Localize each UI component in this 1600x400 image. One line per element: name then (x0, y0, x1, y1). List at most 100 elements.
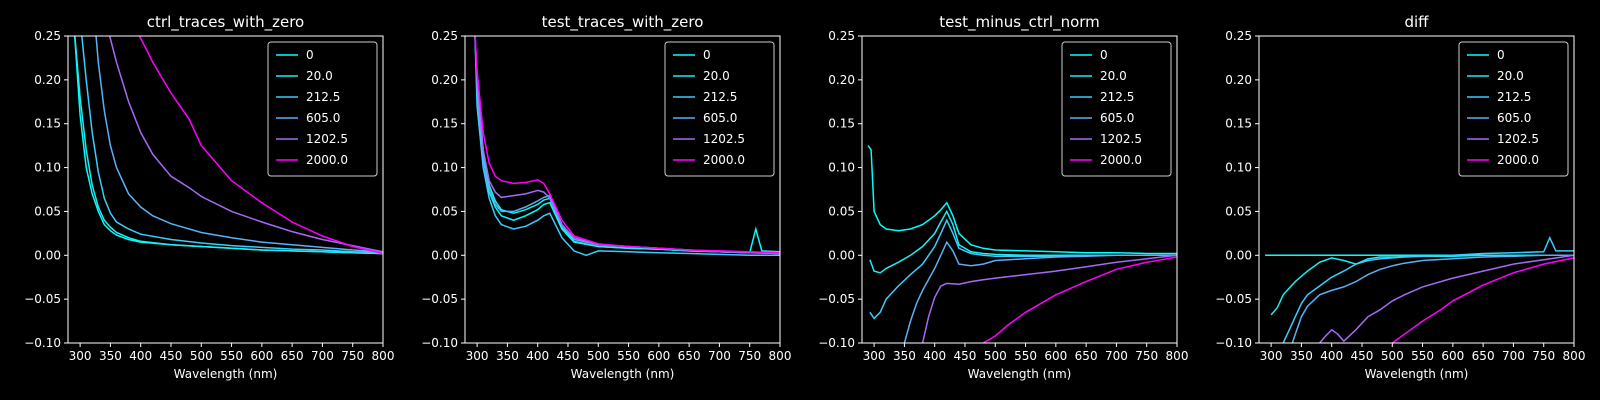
y-tick-label: 0.15 (1225, 117, 1252, 131)
x-tick-label: 750 (1532, 349, 1555, 363)
series-line-20.0 (1270, 254, 1574, 316)
legend-label-605.0: 605.0 (1497, 111, 1531, 125)
legend-label-605.0: 605.0 (703, 111, 737, 125)
y-tick-label: 0.05 (1225, 204, 1252, 218)
x-tick-label: 800 (1563, 349, 1586, 363)
x-tick-label: 400 (526, 349, 549, 363)
series-line-20.0 (74, 36, 383, 255)
y-tick-label: 0.15 (431, 117, 458, 131)
legend: 0 20.0 212.5 605.0 1202.5 2000.0 (664, 41, 775, 177)
x-axis-label: Wavelength (nm) (1365, 367, 1469, 381)
x-tick-label: 600 (250, 349, 273, 363)
y-tick-label: −0.10 (421, 336, 458, 350)
series-line-605.0 (903, 240, 1177, 343)
y-tick-label: 0.20 (1225, 73, 1252, 87)
legend-label-1202.5: 1202.5 (1100, 132, 1142, 146)
x-tick-label: 300 (69, 349, 92, 363)
legend-label-20.0: 20.0 (1100, 69, 1127, 83)
y-tick-label: 0.00 (431, 248, 458, 262)
x-tick-label: 450 (160, 349, 183, 363)
chart-title: test_minus_ctrl_norm (939, 13, 1100, 32)
series-lines (474, 36, 780, 257)
chart-panel-4: diff 300 350 400 450 500 550 600 650 700 750 800 −0.… (1215, 13, 1585, 381)
axes-frame (861, 35, 1178, 344)
x-tick-label: 800 (769, 349, 792, 363)
legend: 0 20.0 212.5 605.0 1202.5 2000.0 (1458, 41, 1569, 177)
chart-title: test_traces_with_zero (542, 13, 704, 32)
axes-frame (464, 35, 781, 344)
legend-label-605.0: 605.0 (306, 111, 340, 125)
legend-label-1202.5: 1202.5 (1497, 132, 1539, 146)
x-tick-label: 650 (1075, 349, 1098, 363)
series-lines (867, 145, 1177, 343)
legend-label-20.0: 20.0 (306, 69, 333, 83)
series-line-212.5 (474, 36, 780, 257)
y-tick-label: 0.05 (431, 204, 458, 218)
axes-frame (1258, 35, 1575, 344)
series-line-2000.0 (1391, 257, 1574, 343)
y-tick-label: −0.10 (1215, 336, 1252, 350)
y-tick-label: −0.05 (1215, 292, 1252, 306)
series-line-20.0 (474, 36, 780, 254)
legend: 0 20.0 212.5 605.0 1202.5 2000.0 (1061, 41, 1172, 177)
y-tick-label: 0.25 (1225, 29, 1252, 43)
y-tick-label: −0.10 (24, 336, 61, 350)
x-tick-label: 550 (220, 349, 243, 363)
legend: 0 20.0 212.5 605.0 1202.5 2000.0 (267, 41, 378, 177)
x-tick-label: 300 (1260, 349, 1283, 363)
chart-panel-2: test_traces_with_zero 300 350 400 450 500 550 6… (421, 13, 791, 381)
legend-label-2000.0: 2000.0 (1100, 153, 1142, 167)
series-line-2000.0 (474, 36, 780, 254)
y-tick-label: 0.05 (828, 204, 855, 218)
series-line-2000.0 (982, 256, 1177, 343)
legend-label-2000.0: 2000.0 (1497, 153, 1539, 167)
x-tick-label: 500 (984, 349, 1007, 363)
series-line-2000.0 (138, 36, 383, 255)
y-tick-label: −0.05 (818, 292, 855, 306)
x-tick-label: 550 (617, 349, 640, 363)
series-line-212.5 (1282, 235, 1574, 343)
x-tick-label: 450 (954, 349, 977, 363)
y-tick-label: 0.00 (828, 248, 855, 262)
legend-label-1202.5: 1202.5 (703, 132, 745, 146)
x-tick-label: 500 (587, 349, 610, 363)
x-tick-label: 350 (1290, 349, 1313, 363)
x-axis-label: Wavelength (nm) (174, 367, 278, 381)
y-tick-label: 0.05 (34, 204, 61, 218)
y-tick-label: 0.25 (828, 29, 855, 43)
legend-label-0: 0 (1497, 48, 1505, 62)
series-line-1202.5 (921, 254, 1177, 343)
x-tick-label: 450 (557, 349, 580, 363)
y-tick-label: 0.00 (34, 248, 61, 262)
series-line-0 (867, 145, 1177, 255)
y-tick-label: 0.20 (828, 73, 855, 87)
y-tick-label: 0.10 (1225, 161, 1252, 175)
x-tick-label: 700 (311, 349, 334, 363)
x-tick-label: 600 (647, 349, 670, 363)
legend-label-605.0: 605.0 (1100, 111, 1134, 125)
y-tick-label: −0.05 (421, 292, 458, 306)
x-tick-label: 750 (1135, 349, 1158, 363)
legend-label-20.0: 20.0 (1497, 69, 1524, 83)
chart-title: diff (1404, 13, 1429, 31)
x-tick-label: 700 (708, 349, 731, 363)
y-tick-label: 0.10 (431, 161, 458, 175)
x-tick-label: 650 (281, 349, 304, 363)
chart-panel-3: test_minus_ctrl_norm 300 350 400 450 500 550 60… (818, 13, 1188, 381)
legend-label-212.5: 212.5 (703, 90, 737, 104)
x-tick-label: 500 (190, 349, 213, 363)
series-line-605.0 (1291, 254, 1574, 343)
x-tick-label: 550 (1411, 349, 1434, 363)
x-tick-label: 700 (1502, 349, 1525, 363)
chart-panel-1: ctrl_traces_with_zero 300 350 400 450 500 550 6… (24, 13, 394, 381)
y-tick-label: 0.15 (34, 117, 61, 131)
series-line-20.0 (869, 209, 1177, 274)
y-tick-label: 0.15 (828, 117, 855, 131)
y-tick-label: −0.10 (818, 336, 855, 350)
y-tick-label: 0.20 (431, 73, 458, 87)
x-tick-label: 600 (1441, 349, 1464, 363)
y-tick-label: 0.25 (34, 29, 61, 43)
y-tick-label: −0.05 (24, 292, 61, 306)
series-line-605.0 (95, 36, 383, 253)
